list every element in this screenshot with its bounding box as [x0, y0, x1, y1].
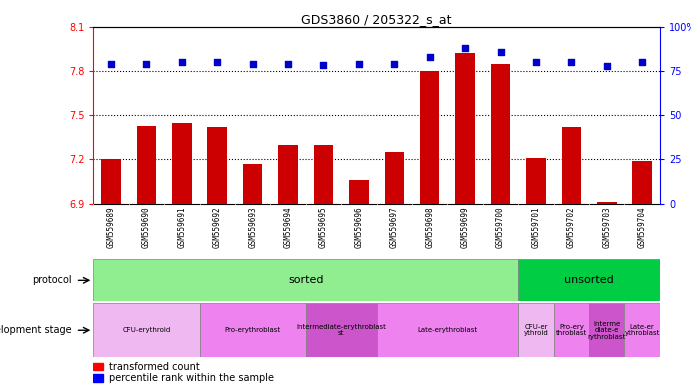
- Bar: [349, 180, 368, 204]
- Title: GDS3860 / 205322_s_at: GDS3860 / 205322_s_at: [301, 13, 452, 26]
- Bar: [553, 303, 589, 357]
- Text: GSM559696: GSM559696: [354, 206, 363, 248]
- Point: [531, 59, 542, 65]
- Text: GSM559699: GSM559699: [461, 206, 470, 248]
- Bar: [625, 303, 660, 357]
- Text: GSM559704: GSM559704: [638, 206, 647, 248]
- Point: [318, 62, 329, 68]
- Point: [389, 61, 400, 67]
- Text: sorted: sorted: [288, 275, 323, 285]
- Text: development stage: development stage: [0, 325, 72, 335]
- Text: GSM559694: GSM559694: [283, 206, 292, 248]
- Text: GSM559693: GSM559693: [248, 206, 257, 248]
- Text: unsorted: unsorted: [565, 275, 614, 285]
- Point: [636, 59, 647, 65]
- Point: [601, 63, 612, 69]
- Text: GSM559692: GSM559692: [213, 206, 222, 248]
- Point: [283, 61, 294, 67]
- Bar: [518, 303, 553, 357]
- Text: Intermediate-erythroblast
st: Intermediate-erythroblast st: [296, 324, 386, 336]
- Bar: [172, 122, 191, 204]
- Text: GSM559702: GSM559702: [567, 206, 576, 248]
- Text: Late-er
ythroblast: Late-er ythroblast: [625, 324, 660, 336]
- Bar: [314, 145, 333, 204]
- Text: GSM559701: GSM559701: [531, 206, 540, 248]
- Point: [566, 59, 577, 65]
- Text: GSM559695: GSM559695: [319, 206, 328, 248]
- Bar: [385, 152, 404, 204]
- Text: GSM559703: GSM559703: [603, 206, 612, 248]
- Bar: [527, 158, 546, 204]
- Bar: [102, 159, 121, 204]
- Text: Pro-erythroblast: Pro-erythroblast: [225, 327, 281, 333]
- Text: Pro-ery
throblast: Pro-ery throblast: [556, 324, 587, 336]
- Text: GSM559697: GSM559697: [390, 206, 399, 248]
- Bar: [93, 374, 103, 382]
- Text: protocol: protocol: [32, 275, 72, 285]
- Bar: [93, 303, 200, 357]
- Bar: [597, 202, 616, 204]
- Text: percentile rank within the sample: percentile rank within the sample: [109, 373, 274, 383]
- Text: GSM559700: GSM559700: [496, 206, 505, 248]
- Text: CFU-erythroid: CFU-erythroid: [122, 327, 171, 333]
- Bar: [562, 127, 581, 204]
- Point: [460, 45, 471, 51]
- Bar: [632, 161, 652, 204]
- Bar: [491, 64, 510, 204]
- Bar: [377, 303, 518, 357]
- Bar: [518, 259, 660, 301]
- Point: [353, 61, 364, 67]
- Bar: [420, 71, 439, 204]
- Point: [106, 61, 117, 67]
- Bar: [200, 303, 305, 357]
- Point: [247, 61, 258, 67]
- Text: GSM559689: GSM559689: [106, 206, 115, 248]
- Bar: [207, 127, 227, 204]
- Bar: [589, 303, 625, 357]
- Text: Late-erythroblast: Late-erythroblast: [417, 327, 477, 333]
- Text: CFU-er
ythroid: CFU-er ythroid: [524, 324, 549, 336]
- Point: [424, 54, 435, 60]
- Point: [176, 59, 187, 65]
- Point: [141, 61, 152, 67]
- Bar: [278, 145, 298, 204]
- Point: [211, 59, 223, 65]
- Bar: [93, 259, 518, 301]
- Text: transformed count: transformed count: [109, 361, 200, 372]
- Bar: [455, 53, 475, 204]
- Bar: [93, 363, 103, 370]
- Text: Interme
diate-e
rythroblast: Interme diate-e rythroblast: [587, 321, 626, 340]
- Text: GSM559698: GSM559698: [425, 206, 434, 248]
- Bar: [137, 126, 156, 204]
- Bar: [305, 303, 377, 357]
- Point: [495, 48, 506, 55]
- Text: GSM559690: GSM559690: [142, 206, 151, 248]
- Text: GSM559691: GSM559691: [178, 206, 187, 248]
- Bar: [243, 164, 263, 204]
